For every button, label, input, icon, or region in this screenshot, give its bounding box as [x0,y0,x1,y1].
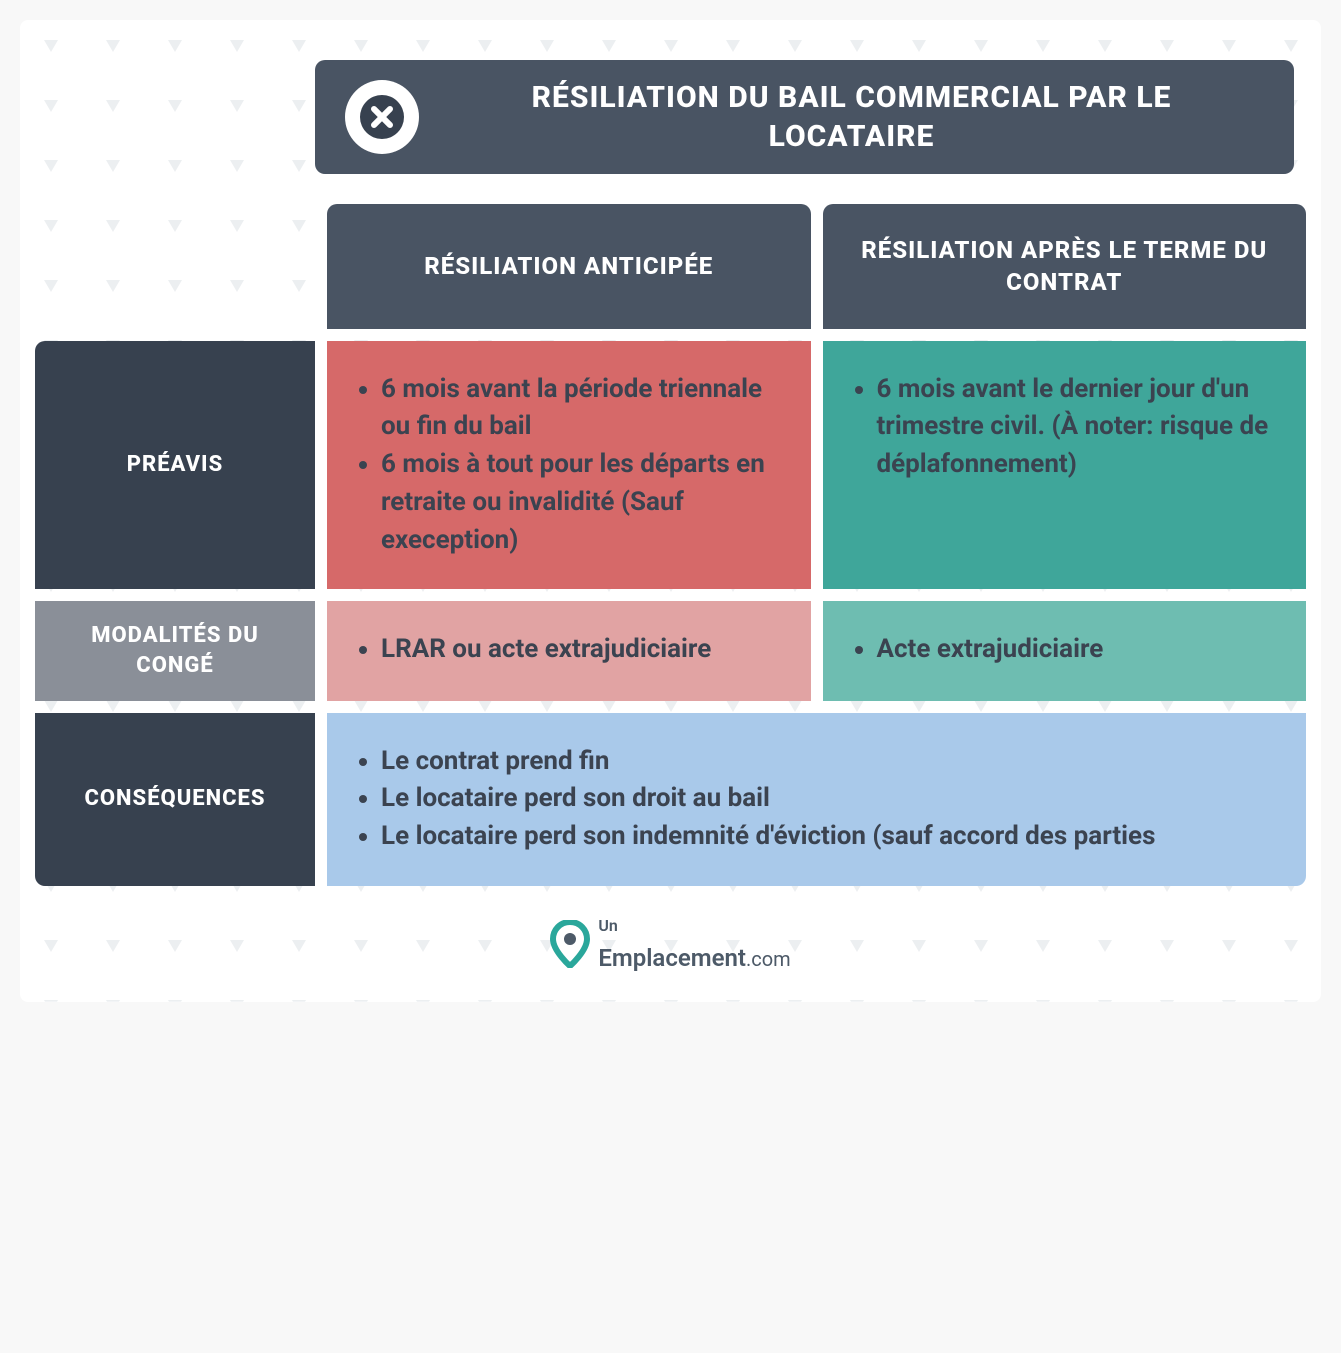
close-icon [360,95,404,139]
col-header-apres-terme: RÉSILIATION APRÈS LE TERME DU CONTRAT [823,204,1307,329]
row-label-consequences: CONSÉQUENCES [35,713,315,886]
cell-modalites-apres: Acte extrajudiciaire [823,601,1307,700]
comparison-grid: RÉSILIATION ANTICIPÉE RÉSILIATION APRÈS … [35,204,1306,886]
map-pin-icon [550,920,590,968]
title-icon-circle [345,80,419,154]
brand-pre: Un [598,916,617,935]
grid-corner-empty [35,204,315,329]
cell-preavis-apres: 6 mois avant le dernier jour d'un trimes… [823,341,1307,589]
page-title: RÉSILIATION DU BAIL COMMERCIAL PAR LE LO… [449,78,1254,156]
row-label-preavis: PRÉAVIS [35,341,315,589]
row-label-modalites: MODALITÉS DU CONGÉ [35,601,315,700]
list-item: Acte extrajudiciaire [877,631,1279,669]
title-bar: RÉSILIATION DU BAIL COMMERCIAL PAR LE LO… [315,60,1294,174]
col-header-anticipee: RÉSILIATION ANTICIPÉE [327,204,811,329]
list-item: Le locataire perd son droit au bail [381,780,1278,818]
list-item: LRAR ou acte extrajudiciaire [381,631,783,669]
brand-text: Un Emplacement.com [598,916,790,972]
brand-name: Emplacement [598,944,746,972]
list-item: 6 mois avant la période triennale ou fin… [381,371,783,446]
list-item: 6 mois à tout pour les départs en retrai… [381,446,783,559]
cell-consequences: Le contrat prend fin Le locataire perd s… [327,713,1306,886]
list-item: 6 mois avant le dernier jour d'un trimes… [877,371,1279,484]
list-item: Le contrat prend fin [381,743,1278,781]
cell-preavis-anticipee: 6 mois avant la période triennale ou fin… [327,341,811,589]
list-item: Le locataire perd son indemnité d'évicti… [381,818,1278,856]
cell-modalites-anticipee: LRAR ou acte extrajudiciaire [327,601,811,700]
brand-suffix: .com [746,947,791,971]
brand-logo: Un Emplacement.com [35,916,1306,972]
infographic-root: RÉSILIATION DU BAIL COMMERCIAL PAR LE LO… [20,20,1321,1002]
